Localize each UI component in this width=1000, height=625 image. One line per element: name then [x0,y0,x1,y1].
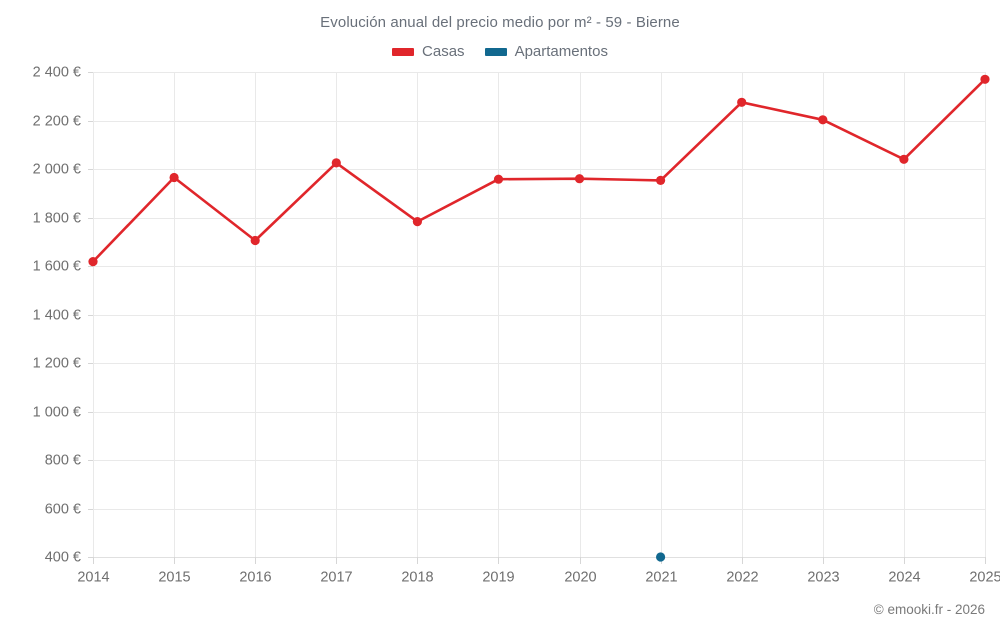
x-tick-label: 2022 [726,570,758,586]
y-tick-label: 1 400 € [33,307,81,323]
y-tick-label: 1 800 € [33,210,81,226]
data-series [88,74,990,562]
y-tick-label: 2 000 € [33,161,81,177]
legend-swatch-apartamentos [484,47,507,56]
y-tick-label: 1 600 € [33,258,81,274]
data-point-casas[interactable] [250,235,260,246]
copyright-credit: © emooki.fr - 2026 [873,602,985,617]
x-tick-label: 2019 [482,570,514,586]
x-tick-label: 2017 [320,570,352,586]
data-point-casas[interactable] [493,174,504,184]
legend-label-apartamentos: Apartamentos [514,43,608,60]
x-tick-label: 2025 [969,570,1000,586]
legend-item-apartamentos[interactable]: Apartamentos [484,43,608,60]
x-axis-ticks: 2014 2015 2016 2017 2018 2019 2020 2021 2022 2023… [77,557,1000,586]
x-tick-label: 2016 [239,570,271,586]
y-tick-label: 1 000 € [33,404,81,420]
y-tick-label: 800 € [45,452,81,468]
x-tick-label: 2020 [564,570,596,586]
data-point-casas[interactable] [169,172,179,183]
y-tick-label: 600 € [45,501,81,517]
x-tick-label: 2014 [77,570,109,586]
grid-lines [93,72,986,558]
x-tick-label: 2023 [807,570,839,586]
data-point-casas[interactable] [818,115,828,125]
legend-item-casas[interactable]: Casas [392,43,465,60]
x-tick-label: 2015 [158,570,190,586]
data-point-casas[interactable] [899,154,909,164]
y-tick-label: 400 € [45,549,81,565]
data-point-casas[interactable] [331,158,341,168]
x-tick-label: 2018 [401,570,433,586]
chart-legend: Casas Apartamentos [0,43,1000,60]
data-point-casas[interactable] [737,97,747,107]
data-point-casas[interactable] [88,257,98,267]
y-tick-label: 1 200 € [33,355,81,371]
x-tick-label: 2021 [645,570,677,586]
y-axis-ticks: 400 € 600 € 800 € 1 000 € 1 200 € 1 400 € 1 60… [33,64,93,565]
x-tick-label: 2024 [888,570,920,586]
data-point-casas[interactable] [412,217,422,227]
y-tick-label: 2 400 € [33,64,81,80]
data-point-casas[interactable] [574,174,585,184]
legend-swatch-casas [392,47,415,56]
y-tick-label: 2 200 € [33,113,81,129]
series-line-casas [91,78,987,263]
data-point-apartamentos[interactable] [656,552,666,562]
data-point-casas[interactable] [980,74,990,84]
legend-label-casas: Casas [422,43,465,60]
data-point-casas[interactable] [656,175,666,185]
chart-title: Evolución anual del precio medio por m² … [320,14,680,31]
